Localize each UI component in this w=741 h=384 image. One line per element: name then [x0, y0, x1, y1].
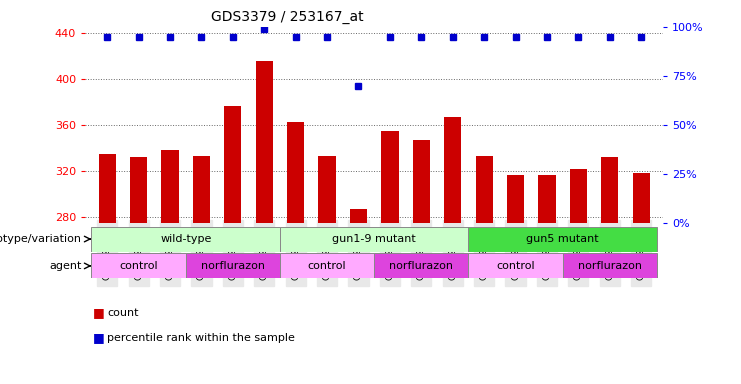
Bar: [413, 140, 430, 223]
Bar: [374, 253, 468, 278]
Bar: [538, 175, 556, 223]
Text: norflurazon: norflurazon: [201, 261, 265, 271]
Bar: [280, 227, 468, 252]
Text: norflurazon: norflurazon: [578, 261, 642, 271]
Text: control: control: [119, 261, 158, 271]
Bar: [468, 253, 562, 278]
Bar: [256, 61, 273, 223]
Text: ■: ■: [93, 306, 104, 319]
Text: control: control: [308, 261, 346, 271]
Text: gun5 mutant: gun5 mutant: [526, 234, 599, 244]
Bar: [130, 157, 147, 223]
Bar: [350, 209, 367, 223]
Text: percentile rank within the sample: percentile rank within the sample: [107, 333, 296, 343]
Bar: [287, 122, 305, 223]
Bar: [570, 169, 587, 223]
Text: agent: agent: [49, 261, 82, 271]
Text: control: control: [496, 261, 535, 271]
Bar: [562, 253, 657, 278]
Bar: [91, 253, 186, 278]
Bar: [186, 253, 280, 278]
Bar: [99, 154, 116, 223]
Text: gun1-9 mutant: gun1-9 mutant: [332, 234, 416, 244]
Bar: [507, 175, 524, 223]
Bar: [280, 253, 374, 278]
Text: norflurazon: norflurazon: [389, 261, 453, 271]
Bar: [225, 106, 242, 223]
Bar: [162, 150, 179, 223]
Bar: [193, 156, 210, 223]
Bar: [633, 173, 650, 223]
Bar: [91, 227, 280, 252]
Bar: [444, 117, 462, 223]
Bar: [468, 227, 657, 252]
Text: wild-type: wild-type: [160, 234, 211, 244]
Bar: [476, 156, 493, 223]
Bar: [382, 131, 399, 223]
Title: GDS3379 / 253167_at: GDS3379 / 253167_at: [211, 10, 364, 25]
Bar: [319, 156, 336, 223]
Text: genotype/variation: genotype/variation: [0, 234, 82, 244]
Text: ■: ■: [93, 331, 104, 344]
Bar: [601, 157, 619, 223]
Text: count: count: [107, 308, 139, 318]
